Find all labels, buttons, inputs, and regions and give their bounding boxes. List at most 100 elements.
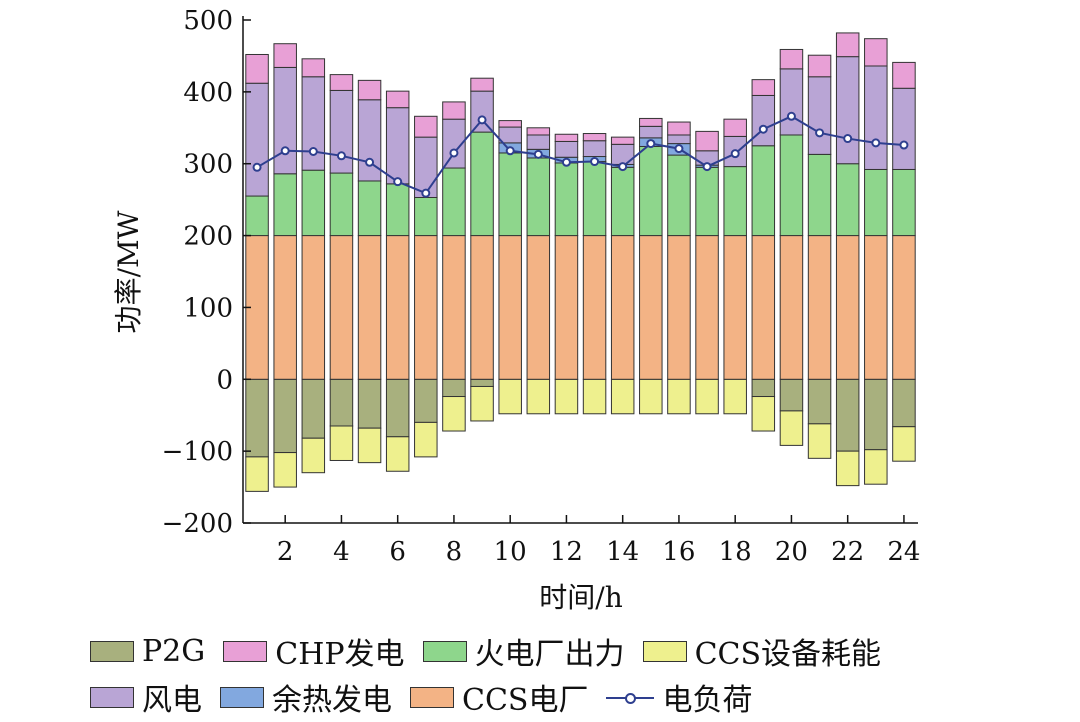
legend-swatch-ccs-plant xyxy=(410,686,454,708)
bar-segment xyxy=(554,235,579,380)
load-point xyxy=(505,146,515,156)
bar-segment xyxy=(610,235,635,380)
bar-segment xyxy=(864,38,888,67)
bar-segment xyxy=(779,410,804,446)
bar-segment xyxy=(498,152,522,237)
bar-segment xyxy=(442,396,466,432)
legend-swatch-p2g xyxy=(90,640,134,662)
bar-segment xyxy=(357,427,382,464)
load-point xyxy=(730,149,740,159)
load-point xyxy=(365,157,375,167)
y-tick-label: 100 xyxy=(183,293,233,323)
bar-segment xyxy=(414,136,438,198)
bar-segment xyxy=(892,378,916,428)
bar-segment xyxy=(554,378,579,415)
bar-segment xyxy=(329,235,354,380)
bar-segment xyxy=(414,378,438,423)
bar-segment xyxy=(414,196,438,237)
bar-segment xyxy=(357,180,382,237)
legend-label: 余热发电 xyxy=(272,683,392,718)
load-point xyxy=(590,157,600,167)
load-point xyxy=(308,147,318,156)
bar-segment xyxy=(892,426,916,462)
bar-segment xyxy=(329,378,354,427)
y-tick-label: −100 xyxy=(162,437,233,467)
bar-segment xyxy=(864,235,888,380)
bar-segment xyxy=(470,131,494,237)
bar-segment xyxy=(723,166,747,237)
bar-segment xyxy=(414,115,438,138)
bar-segment xyxy=(779,68,804,136)
legend-item-wind: 风电 xyxy=(90,675,202,719)
x-axis-title: 时间/h xyxy=(539,581,622,614)
bar-segment xyxy=(779,134,804,237)
x-tick-label: 20 xyxy=(775,537,808,567)
bar-segment xyxy=(498,120,522,128)
load-point xyxy=(758,124,768,134)
load-point xyxy=(646,139,656,149)
legend-swatch-chp xyxy=(223,640,268,662)
load-point xyxy=(421,188,431,198)
bar-segment xyxy=(639,378,663,415)
y-tick-label: 400 xyxy=(183,78,233,108)
bar-segment xyxy=(835,163,860,237)
bar-segment xyxy=(751,235,776,380)
bar-segment xyxy=(498,378,522,415)
bar-segment xyxy=(835,235,860,380)
y-tick-label: 500 xyxy=(183,6,233,36)
legend-line-swatch-load xyxy=(606,687,655,708)
legend-label: CCS电厂 xyxy=(462,683,589,718)
bar-segment xyxy=(273,173,297,237)
bar-segment xyxy=(695,235,719,380)
bar-segment xyxy=(864,449,888,485)
load-point xyxy=(871,138,881,148)
bar-segment xyxy=(273,452,297,488)
bar-segment xyxy=(892,61,916,89)
bar-segment xyxy=(554,140,579,158)
bar-segment xyxy=(385,107,410,185)
bar-segment xyxy=(695,166,719,237)
bar-segment xyxy=(582,133,607,142)
bar-segment xyxy=(301,58,326,78)
load-line xyxy=(256,115,905,195)
load-point xyxy=(336,151,346,161)
legend-row-2: 风电 余热发电 CCS电厂 电负荷 xyxy=(90,674,1080,720)
bar-segment xyxy=(892,235,916,380)
bar-segment xyxy=(723,235,747,380)
bar-segment xyxy=(723,378,747,415)
x-tick-label: 12 xyxy=(550,537,583,567)
bar-segment xyxy=(329,172,354,237)
bar-segment xyxy=(470,77,494,92)
load-point xyxy=(252,162,262,172)
legend-item-chp: CHP发电 xyxy=(223,629,405,673)
x-tick-label: 6 xyxy=(389,537,406,567)
y-tick-label: −200 xyxy=(162,509,233,539)
bar-segment xyxy=(639,235,663,380)
bar-segment xyxy=(357,235,382,380)
bar-segment xyxy=(751,79,776,96)
legend-item-waste-heat: 余热发电 xyxy=(220,675,392,719)
bar-segment xyxy=(357,378,382,429)
bar-segment xyxy=(835,378,860,452)
bar-segment xyxy=(273,43,297,68)
bar-segment xyxy=(751,145,776,237)
bar-segment xyxy=(385,235,410,380)
bar-segment xyxy=(470,90,494,133)
load-point xyxy=(477,115,487,125)
bar-segment xyxy=(835,32,860,58)
bar-segment xyxy=(498,235,522,380)
bar-segment xyxy=(779,48,804,70)
bar-segment xyxy=(245,456,269,492)
y-tick-label: 200 xyxy=(183,222,233,252)
bar-segment xyxy=(301,235,326,380)
legend-item-thermal: 火电厂出力 xyxy=(422,629,625,673)
bar-segment xyxy=(554,162,579,237)
bar-segment xyxy=(329,74,354,91)
load-point xyxy=(674,144,684,154)
x-tick-label: 8 xyxy=(446,537,463,567)
x-tick-label: 18 xyxy=(719,537,752,567)
bar-segment xyxy=(357,79,382,101)
bar-segment xyxy=(779,235,804,380)
y-tick-label: 0 xyxy=(216,365,233,395)
legend: P2G CHP发电 火电厂出力 CCS设备耗能 风电 余热发电 CCS电厂 xyxy=(90,628,1080,720)
